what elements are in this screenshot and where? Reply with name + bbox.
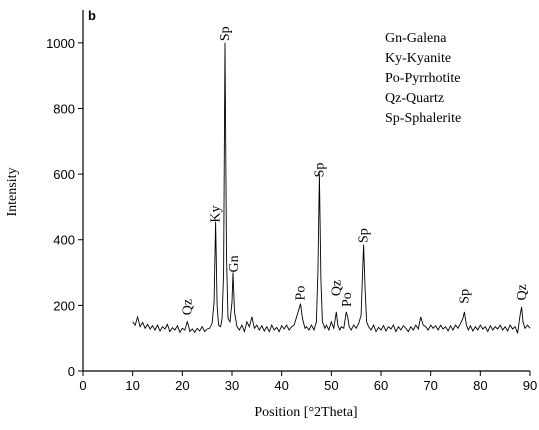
legend-note: Sp-Sphalerite [385,111,461,126]
y-tick-label: 400 [53,233,75,248]
peak-label: Qz [515,284,530,300]
x-tick-label: 60 [374,378,388,393]
peak-label: Ky [209,206,224,223]
x-tick-label: 90 [523,378,537,393]
x-tick-label: 80 [473,378,487,393]
y-tick-label: 600 [53,167,75,182]
legend-note: Gn-Galena [385,31,447,46]
x-tick-label: 70 [423,378,437,393]
peak-label: Qz [180,299,195,315]
x-tick-label: 30 [225,378,239,393]
y-tick-label: 1000 [46,36,75,51]
legend-note: Po-Pyrrhotite [385,71,460,86]
peak-label: Sp [457,289,472,304]
x-tick-label: 40 [274,378,288,393]
peak-label: Po [340,292,355,307]
peak-label: Gn [227,255,242,272]
y-axis-label: Intensity [5,168,20,217]
peak-label: Qz [329,280,344,296]
peak-label: Sp [312,163,327,178]
x-axis-label: Position [°2Theta] [254,405,357,420]
y-tick-label: 0 [68,364,75,379]
y-tick-label: 200 [53,298,75,313]
peak-label: Sp [218,26,233,41]
legend-note: Qz-Quartz [385,91,444,106]
legend-note: Ky-Kyanite [385,51,451,66]
panel-label: b [88,8,96,23]
x-tick-label: 0 [79,378,86,393]
x-tick-label: 50 [324,378,338,393]
y-tick-label: 800 [53,101,75,116]
x-tick-label: 20 [175,378,189,393]
spectrum-line [132,42,531,334]
peak-label: Sp [357,228,372,243]
peak-label: Po [294,286,309,301]
x-tick-label: 10 [125,378,139,393]
